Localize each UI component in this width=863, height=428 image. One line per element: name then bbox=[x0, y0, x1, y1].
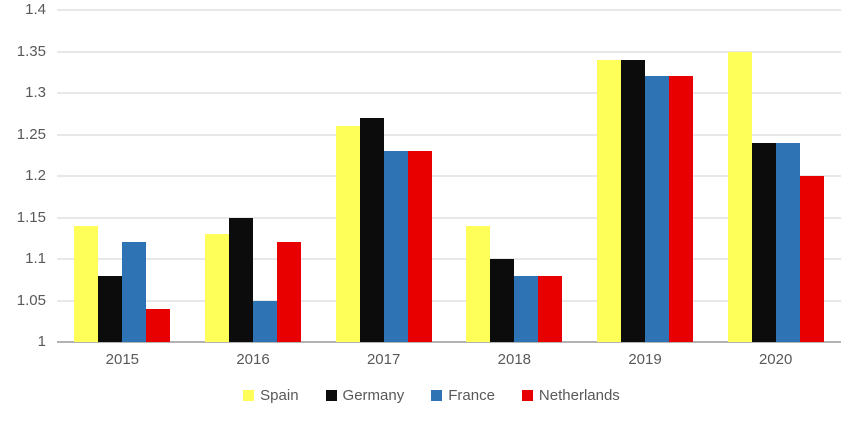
bar-spain-2018 bbox=[466, 225, 491, 342]
legend-item-germany: Germany bbox=[325, 387, 405, 404]
y-axis-tick-label: 1.35 bbox=[16, 42, 46, 60]
bar-spain-2017 bbox=[335, 126, 360, 342]
y-axis-tick-label: 1.25 bbox=[16, 125, 46, 143]
y-axis-tick-label: 1 bbox=[37, 333, 46, 350]
gridline bbox=[57, 258, 841, 260]
y-axis-tick-label: 1.05 bbox=[16, 291, 46, 309]
bar-france-2016 bbox=[253, 300, 277, 342]
legend-swatch-france bbox=[431, 390, 443, 401]
gridline bbox=[57, 9, 841, 11]
gridline bbox=[57, 175, 841, 177]
legend-swatch-spain bbox=[243, 390, 255, 401]
bar-netherlands-2020 bbox=[799, 176, 824, 342]
x-axis-label: 2017 bbox=[366, 351, 401, 368]
bar-france-2019 bbox=[645, 76, 669, 342]
x-axis-line bbox=[57, 341, 841, 343]
bar-france-2017 bbox=[383, 151, 408, 342]
bar-germany-2016 bbox=[229, 217, 253, 342]
legend-label: Spain bbox=[260, 387, 299, 404]
bar-netherlands-2015 bbox=[146, 308, 171, 342]
legend: Spain Germany France Netherlands bbox=[0, 387, 863, 404]
x-axis-label: 2019 bbox=[628, 351, 662, 368]
bar-netherlands-2018 bbox=[538, 275, 563, 342]
y-axis-tick-label: 1.15 bbox=[16, 208, 46, 226]
gridline bbox=[57, 92, 841, 94]
bar-germany-2017 bbox=[359, 117, 384, 342]
bar-germany-2015 bbox=[98, 275, 123, 342]
gridline bbox=[57, 50, 841, 53]
legend-item-netherlands: Netherlands bbox=[521, 387, 620, 404]
bar-spain-2015 bbox=[74, 225, 99, 342]
x-axis-label: 2020 bbox=[758, 351, 793, 368]
bar-netherlands-2019 bbox=[669, 76, 693, 342]
bar-germany-2019 bbox=[621, 59, 645, 342]
bar-germany-2018 bbox=[490, 259, 515, 342]
legend-swatch-netherlands bbox=[521, 390, 533, 401]
y-axis-tick-label: 1.3 bbox=[25, 84, 46, 101]
legend-item-spain: Spain bbox=[243, 387, 299, 404]
gridline bbox=[57, 216, 841, 219]
bar-france-2018 bbox=[514, 275, 539, 342]
legend-label: Germany bbox=[342, 387, 405, 404]
bar-netherlands-2016 bbox=[277, 242, 301, 342]
y-axis-tick-label: 1.1 bbox=[25, 250, 46, 267]
legend-label: France bbox=[448, 387, 495, 404]
bar-spain-2016 bbox=[205, 234, 229, 342]
bar-spain-2020 bbox=[727, 51, 752, 342]
legend-label: Netherlands bbox=[538, 387, 620, 404]
bar-germany-2020 bbox=[751, 142, 776, 342]
bar-france-2020 bbox=[775, 142, 800, 342]
bar-spain-2019 bbox=[597, 59, 621, 342]
y-axis-tick-label: 1.2 bbox=[25, 167, 46, 184]
legend-item-france: France bbox=[431, 387, 495, 404]
gridline bbox=[57, 133, 841, 136]
y-axis-tick-label: 1.4 bbox=[25, 1, 46, 18]
gridline bbox=[57, 299, 841, 302]
bar-france-2015 bbox=[122, 242, 147, 342]
x-axis-label: 2018 bbox=[497, 351, 532, 368]
x-axis-label: 2015 bbox=[105, 351, 140, 368]
bar-netherlands-2017 bbox=[407, 151, 432, 342]
x-axis-label: 2016 bbox=[236, 351, 270, 368]
plot-area bbox=[57, 9, 841, 343]
legend-swatch-germany bbox=[325, 390, 337, 401]
